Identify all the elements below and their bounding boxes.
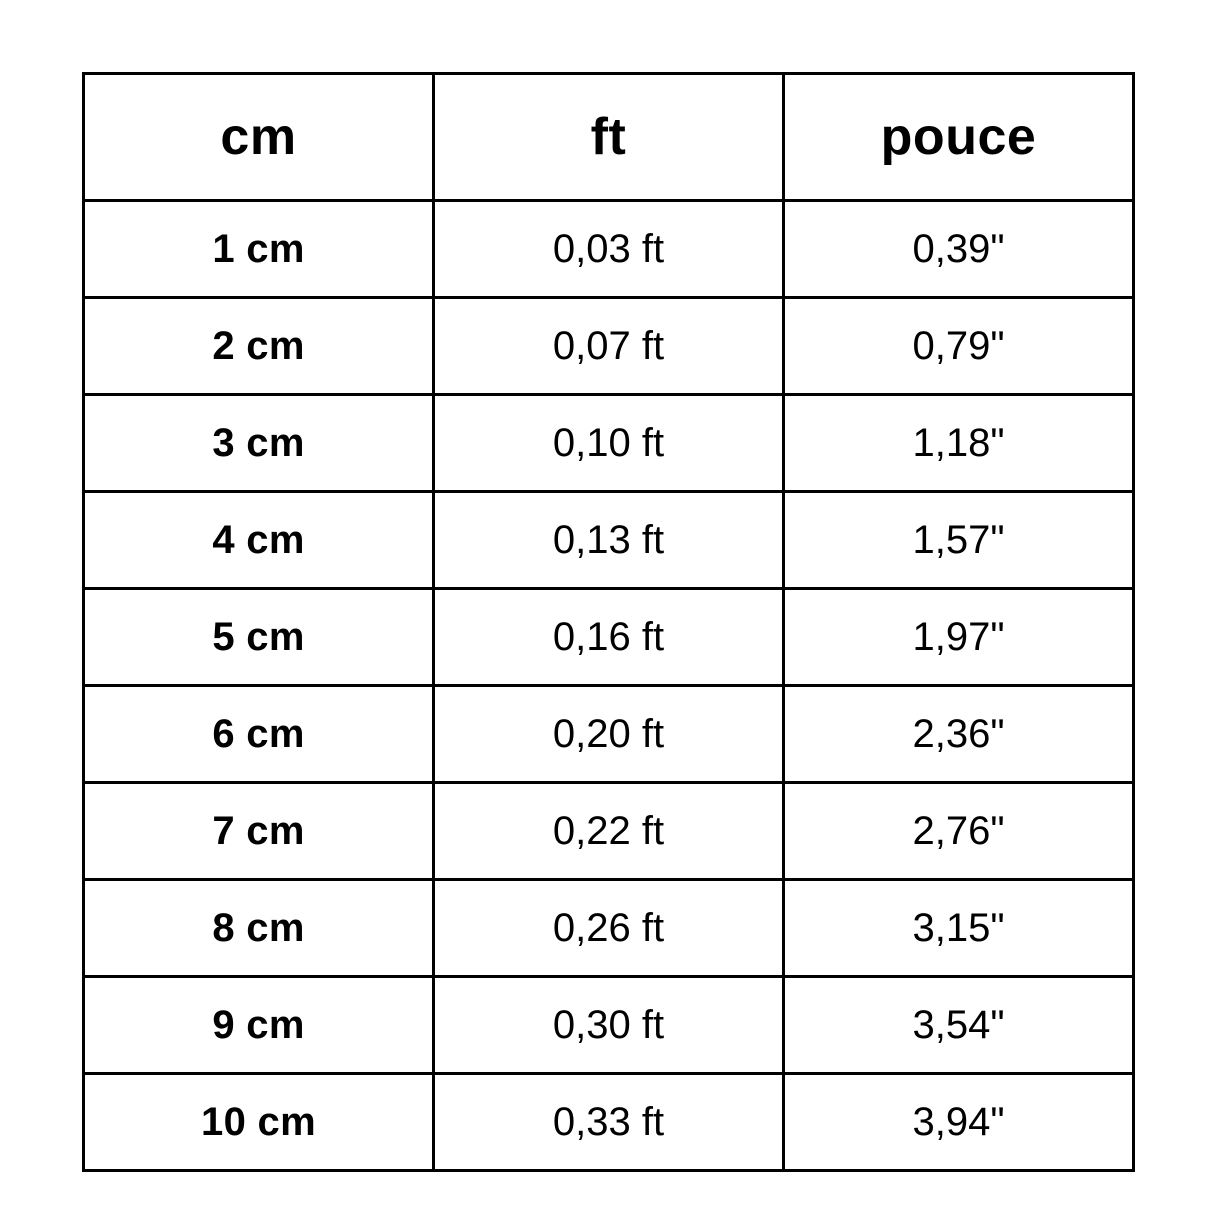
table-row: 2 cm 0,07 ft 0,79" — [82, 296, 1135, 396]
cell-pouce: 2,76" — [782, 781, 1135, 881]
cell-pouce: 1,97" — [782, 587, 1135, 687]
table-row: 10 cm 0,33 ft 3,94" — [82, 1072, 1135, 1172]
cell-ft: 0,33 ft — [432, 1072, 785, 1172]
cell-cm: 10 cm — [82, 1072, 435, 1172]
table-row: 3 cm 0,10 ft 1,18" — [82, 393, 1135, 493]
table-row: 6 cm 0,20 ft 2,36" — [82, 684, 1135, 784]
cell-cm: 7 cm — [82, 781, 435, 881]
column-header-cm: cm — [82, 72, 435, 202]
cm-to-ft-inch-conversion-table: cm ft pouce 1 cm 0,03 ft 0,39" 2 cm 0,07 ft 0… — [82, 72, 1135, 1172]
table-row: 1 cm 0,03 ft 0,39" — [82, 199, 1135, 299]
cell-ft: 0,13 ft — [432, 490, 785, 590]
table-body: 1 cm 0,03 ft 0,39" 2 cm 0,07 ft 0,79" 3 cm 0,10… — [82, 199, 1135, 1172]
table-row: 8 cm 0,26 ft 3,15" — [82, 878, 1135, 978]
cell-cm: 9 cm — [82, 975, 435, 1075]
cell-pouce: 3,94" — [782, 1072, 1135, 1172]
cell-ft: 0,07 ft — [432, 296, 785, 396]
cell-cm: 1 cm — [82, 199, 435, 299]
cell-cm: 6 cm — [82, 684, 435, 784]
cell-cm: 8 cm — [82, 878, 435, 978]
column-header-ft: ft — [432, 72, 785, 202]
table-row: 4 cm 0,13 ft 1,57" — [82, 490, 1135, 590]
cell-ft: 0,10 ft — [432, 393, 785, 493]
cell-pouce: 0,79" — [782, 296, 1135, 396]
cell-ft: 0,22 ft — [432, 781, 785, 881]
column-header-pouce: pouce — [782, 72, 1135, 202]
cell-cm: 3 cm — [82, 393, 435, 493]
cell-ft: 0,26 ft — [432, 878, 785, 978]
table-header: cm ft pouce — [82, 72, 1135, 202]
cell-pouce: 2,36" — [782, 684, 1135, 784]
cell-ft: 0,30 ft — [432, 975, 785, 1075]
cell-pouce: 1,18" — [782, 393, 1135, 493]
cell-ft: 0,20 ft — [432, 684, 785, 784]
cell-pouce: 1,57" — [782, 490, 1135, 590]
cell-ft: 0,03 ft — [432, 199, 785, 299]
cell-cm: 5 cm — [82, 587, 435, 687]
header-row: cm ft pouce — [82, 72, 1135, 202]
cell-pouce: 0,39" — [782, 199, 1135, 299]
cell-pouce: 3,54" — [782, 975, 1135, 1075]
cell-pouce: 3,15" — [782, 878, 1135, 978]
table-row: 9 cm 0,30 ft 3,54" — [82, 975, 1135, 1075]
table-row: 5 cm 0,16 ft 1,97" — [82, 587, 1135, 687]
cell-cm: 4 cm — [82, 490, 435, 590]
table-row: 7 cm 0,22 ft 2,76" — [82, 781, 1135, 881]
cell-ft: 0,16 ft — [432, 587, 785, 687]
cell-cm: 2 cm — [82, 296, 435, 396]
